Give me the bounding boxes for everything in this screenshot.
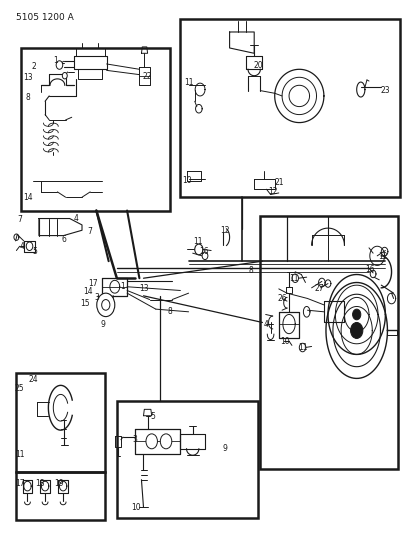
Text: 10: 10 — [181, 176, 191, 184]
Text: 5105 1200 A: 5105 1200 A — [16, 13, 74, 22]
Text: 14: 14 — [83, 287, 93, 296]
Text: 18: 18 — [35, 480, 45, 488]
Text: 11: 11 — [15, 450, 25, 458]
Circle shape — [194, 244, 202, 255]
Text: 13: 13 — [139, 285, 149, 293]
Text: 12: 12 — [267, 188, 277, 196]
Text: 19: 19 — [54, 480, 64, 488]
Text: 11: 11 — [298, 343, 308, 352]
Circle shape — [291, 274, 298, 282]
Bar — [117, 401, 258, 518]
Text: 16: 16 — [364, 265, 374, 273]
Text: 20: 20 — [253, 61, 263, 69]
Text: 5: 5 — [150, 413, 155, 421]
Circle shape — [299, 343, 305, 352]
Text: 5: 5 — [32, 247, 37, 256]
Text: 2: 2 — [31, 62, 36, 70]
Circle shape — [62, 72, 67, 79]
Text: 17: 17 — [88, 279, 98, 288]
Bar — [16, 472, 104, 520]
Text: 12: 12 — [219, 226, 229, 235]
Text: 8: 8 — [25, 93, 30, 101]
Text: 22: 22 — [142, 72, 151, 81]
Bar — [16, 373, 104, 472]
Text: 11: 11 — [183, 78, 193, 87]
Text: 15: 15 — [80, 300, 90, 308]
Circle shape — [202, 252, 207, 260]
Text: 10: 10 — [131, 503, 141, 512]
Text: 26: 26 — [276, 294, 286, 303]
Text: 24: 24 — [29, 375, 38, 384]
Text: 9: 9 — [101, 320, 106, 328]
Text: 4: 4 — [20, 242, 25, 251]
Text: 11: 11 — [193, 237, 202, 246]
Text: 4: 4 — [263, 320, 267, 328]
Text: 14: 14 — [23, 193, 33, 201]
Circle shape — [352, 309, 360, 320]
Circle shape — [97, 293, 115, 317]
Bar — [180, 19, 399, 197]
Text: 1: 1 — [53, 56, 58, 65]
Text: 4: 4 — [73, 214, 78, 223]
Text: 7: 7 — [88, 227, 92, 236]
Text: 3: 3 — [132, 435, 137, 444]
Text: 6: 6 — [61, 236, 66, 244]
Circle shape — [146, 434, 157, 449]
Text: 9: 9 — [222, 445, 227, 453]
Bar — [260, 216, 397, 469]
Text: 21: 21 — [273, 178, 283, 187]
Circle shape — [160, 434, 171, 449]
Text: 11: 11 — [289, 274, 299, 282]
Text: 25: 25 — [15, 384, 25, 392]
Text: 1: 1 — [120, 282, 125, 291]
Text: 8: 8 — [167, 308, 172, 316]
Text: 13: 13 — [23, 73, 33, 82]
Text: 17: 17 — [15, 480, 25, 488]
Bar — [20, 48, 170, 211]
Text: 8: 8 — [248, 266, 253, 274]
Text: 7: 7 — [17, 215, 22, 224]
Circle shape — [26, 242, 33, 251]
Text: 27: 27 — [313, 285, 323, 293]
Circle shape — [56, 61, 63, 69]
Text: 12: 12 — [378, 253, 387, 261]
Circle shape — [101, 300, 110, 310]
Text: 16: 16 — [198, 247, 208, 256]
Text: 23: 23 — [380, 86, 389, 95]
Text: 3: 3 — [94, 293, 99, 302]
Circle shape — [350, 322, 362, 338]
Text: 10: 10 — [279, 337, 289, 345]
